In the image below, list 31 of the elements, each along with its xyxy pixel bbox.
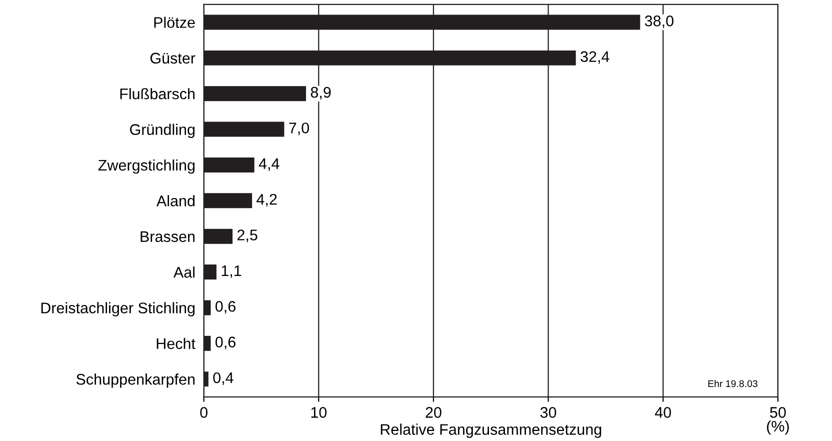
x-tick-label: 30 [540, 407, 556, 418]
y-tick-label: Aal [173, 266, 194, 278]
data-label: 32,4 [580, 51, 610, 64]
y-tick-label: Schuppenkarpfen [76, 374, 195, 388]
data-label: 4,4 [258, 158, 280, 171]
data-label: 0,6 [215, 300, 236, 314]
y-tick-label: Plötze [154, 16, 195, 28]
y-tick-label: Hecht [156, 338, 196, 350]
y-tick-label: Gründling [130, 124, 195, 138]
y-tick-label: Aland [156, 195, 195, 206]
y-tick-label: Dreistachliger Stichling [41, 302, 195, 316]
data-label: 8,9 [310, 86, 331, 100]
y-tick-label: Güster [150, 52, 196, 64]
x-tick-label: 0 [200, 407, 208, 418]
data-label: 1,1 [222, 265, 242, 278]
x-axis-title: Relative Fangzusammensetzung [380, 424, 602, 438]
data-label: 7,0 [289, 122, 310, 136]
data-label: 2,5 [237, 230, 258, 242]
y-tick-label: Brassen [140, 231, 195, 242]
data-label: 38,0 [644, 16, 674, 28]
x-tick-label: 50 [770, 407, 786, 418]
y-tick-label: Zwergstichling [98, 159, 195, 174]
data-label: 0,6 [215, 336, 236, 350]
y-tick-label: Flußbarsch [120, 88, 195, 100]
x-tick-label: 10 [311, 407, 327, 418]
data-label: 4,2 [256, 194, 277, 207]
x-tick-label: 40 [654, 407, 672, 418]
data-label: 0,4 [213, 372, 234, 385]
annotation: Ehr 19.8.03 [708, 380, 758, 388]
text: (%) [766, 420, 789, 435]
x-tick-label: 20 [426, 407, 442, 418]
